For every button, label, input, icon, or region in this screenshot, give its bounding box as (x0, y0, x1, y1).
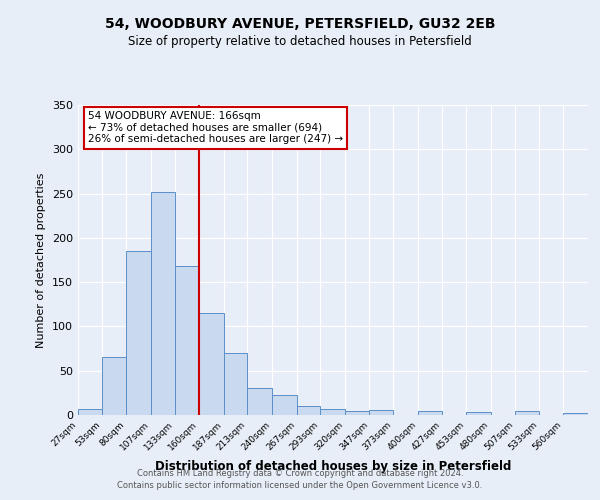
Bar (296, 406, 320, 415)
Text: Size of property relative to detached houses in Petersfield: Size of property relative to detached ho… (128, 35, 472, 48)
Bar (466, 412, 491, 415)
Text: 54 WOODBURY AVENUE: 166sqm
← 73% of detached houses are smaller (694)
26% of sem: 54 WOODBURY AVENUE: 166sqm ← 73% of deta… (88, 111, 343, 144)
Bar (247, 388, 272, 415)
Bar (515, 412, 539, 415)
Bar (126, 251, 151, 415)
Bar (370, 410, 393, 415)
Y-axis label: Number of detached properties: Number of detached properties (37, 172, 46, 348)
Bar (320, 409, 345, 415)
X-axis label: Distribution of detached houses by size in Petersfield: Distribution of detached houses by size … (155, 460, 511, 473)
Bar (345, 412, 370, 415)
Bar (418, 410, 442, 415)
Bar (78, 409, 101, 415)
Bar (151, 192, 175, 415)
Text: 54, WOODBURY AVENUE, PETERSFIELD, GU32 2EB: 54, WOODBURY AVENUE, PETERSFIELD, GU32 2… (105, 18, 495, 32)
Text: Contains public sector information licensed under the Open Government Licence v3: Contains public sector information licen… (118, 481, 482, 490)
Text: Contains HM Land Registry data © Crown copyright and database right 2024.: Contains HM Land Registry data © Crown c… (137, 468, 463, 477)
Bar (199, 313, 224, 415)
Bar (224, 353, 247, 415)
Bar (101, 358, 126, 415)
Bar (272, 394, 296, 415)
Bar (563, 413, 588, 415)
Bar (175, 266, 199, 415)
